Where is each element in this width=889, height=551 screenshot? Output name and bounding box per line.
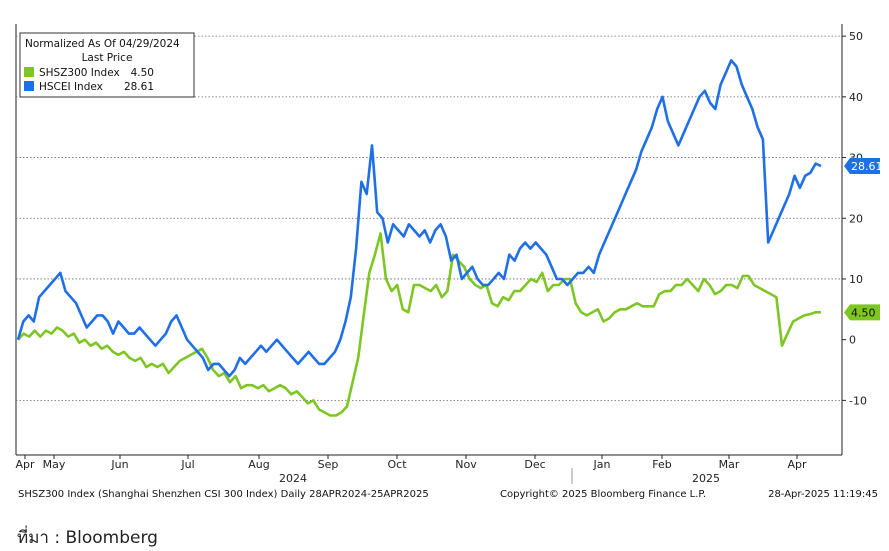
y-tick-label: 50 [849,30,863,43]
year-label-2025: 2025 [692,472,720,485]
legend-swatch-hscei [24,81,34,91]
x-tick-label: Feb [652,458,671,471]
x-tick-label: Nov [455,458,477,471]
last-value-label-hscei: 28.61 [851,160,883,173]
legend-value-shsz300: 4.50 [131,67,154,79]
footer-copyright: Copyright© 2025 Bloomberg Finance L.P. [500,489,706,500]
legend-box [19,32,195,98]
last-value-label-shsz300: 4.50 [851,306,876,319]
y-axis-ticks: 50403020100-10 [842,30,867,407]
x-tick-label: Jan [593,458,611,471]
x-tick-label: May [43,458,66,471]
legend-header: Normalized As Of 04/29/2024 [25,38,180,50]
x-tick-label: Jul [180,458,194,471]
y-tick-label: 0 [849,334,856,347]
series-line-hscei [16,59,822,378]
legend-label-hscei: HSCEI Index [39,81,103,93]
x-tick-label: Sep [318,458,339,471]
legend: Normalized As Of 04/29/2024 Last Price S… [19,32,195,98]
footer-timestamp: 28-Apr-2025 11:19:45 [768,489,878,500]
y-tick-label: 20 [849,212,863,225]
last-value-tag-shsz300-bg [844,304,880,321]
x-tick-label: Oct [387,458,407,471]
x-axis-ticks: Apr May Jun Jul Aug Sep Oct Nov Dec Jan Feb Mar Apr [15,455,807,471]
series-line-shsz300 [17,232,821,417]
y-tick-label: 40 [849,91,863,104]
x-tick-label: Mar [719,458,740,471]
last-value-tag-hscei-bg [844,158,880,175]
year-label-2024: 2024 [279,472,307,485]
legend-value-hscei: 28.61 [124,81,154,93]
y-tick-label: -10 [849,394,867,407]
x-tick-label: Dec [524,458,545,471]
last-value-tag-hscei: 28.61 [844,158,883,175]
x-tick-label: Aug [248,458,269,471]
source-caption: ที่มา : Bloomberg [17,528,158,548]
y-tick-label: 10 [849,273,863,286]
legend-swatch-shsz300 [24,67,34,77]
legend-label-shsz300: SHSZ300 Index [39,67,120,79]
footer-left: SHSZ300 Index (Shanghai Shenzhen CSI 300… [18,489,429,500]
x-tick-label: Apr [15,458,35,471]
x-tick-label: Apr [787,458,807,471]
x-tick-label: Jun [110,458,128,471]
last-value-tag-shsz300: 4.50 [844,304,880,321]
legend-subheader: Last Price [82,52,133,64]
